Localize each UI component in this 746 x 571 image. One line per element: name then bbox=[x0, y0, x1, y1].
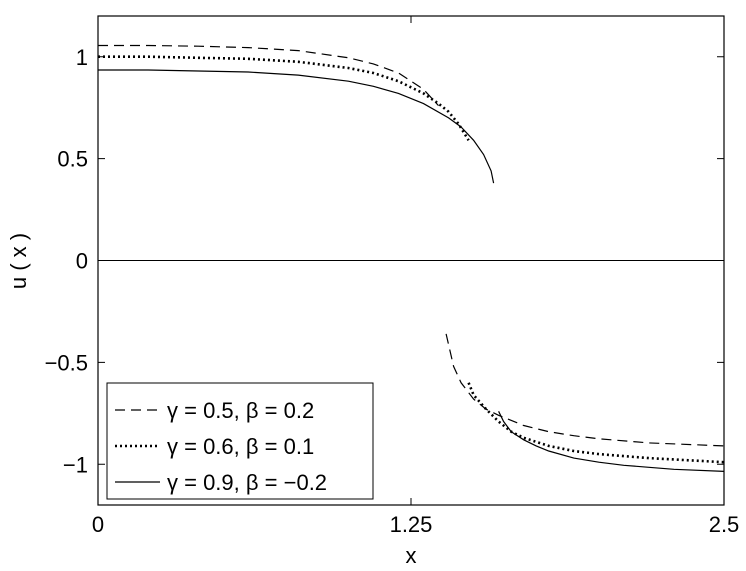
tick-layer: 0 1.25 2.5 −1 −0.5 0 0.5 1 bbox=[45, 16, 740, 537]
y-axis-label: u ( x ) bbox=[6, 233, 31, 289]
y-tick-label: 0.5 bbox=[57, 147, 88, 172]
y-tick-label: 1 bbox=[76, 45, 88, 70]
series-0-line-segment-0 bbox=[98, 44, 439, 107]
legend: γ = 0.5, β = 0.2 γ = 0.6, β = 0.1 γ = 0.9,… bbox=[106, 382, 374, 500]
series-1-line-segment-1 bbox=[467, 382, 725, 464]
legend-label-0: γ = 0.5, β = 0.2 bbox=[167, 398, 314, 423]
series-2-line-segment-0 bbox=[98, 69, 495, 184]
series-1-line-segment-0 bbox=[98, 55, 470, 141]
series-0-line-segment-1 bbox=[445, 333, 725, 447]
x-tick-label: 1.25 bbox=[390, 512, 433, 537]
y-tick-label: −0.5 bbox=[45, 350, 88, 375]
x-tick-label: 2.5 bbox=[709, 512, 740, 537]
y-tick-label: 0 bbox=[76, 249, 88, 274]
x-axis-label: x bbox=[406, 543, 417, 568]
x-tick-label: 0 bbox=[92, 512, 104, 537]
legend-label-1: γ = 0.6, β = 0.1 bbox=[167, 434, 314, 459]
y-tick-label: −1 bbox=[63, 452, 88, 477]
series-2-line-segment-1 bbox=[498, 411, 725, 472]
legend-box bbox=[106, 382, 374, 500]
data-layer bbox=[98, 44, 725, 472]
legend-label-2: γ = 0.9, β = −0.2 bbox=[167, 470, 327, 495]
